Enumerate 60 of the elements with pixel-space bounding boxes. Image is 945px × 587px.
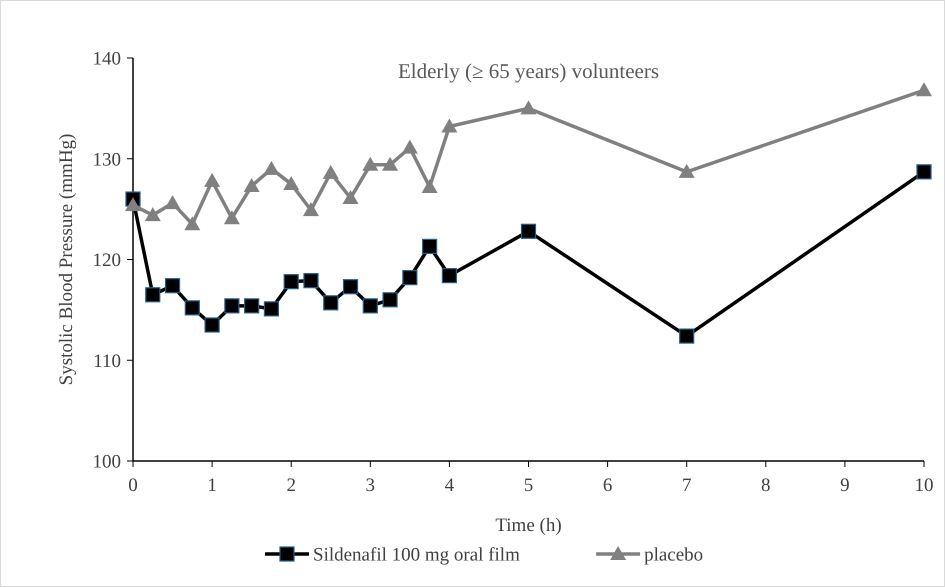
point [164, 195, 181, 210]
x-tick-label: 5 [524, 475, 534, 496]
x-tick-label: 6 [602, 475, 612, 496]
point [323, 295, 338, 310]
point [402, 270, 418, 286]
y-axis-title: Systolic Blood Pressure (mmHg) [56, 134, 77, 386]
point [263, 160, 280, 175]
point [244, 298, 260, 314]
y-tick-label: 140 [92, 48, 121, 70]
legend-label: Sildenafil 100 mg oral film [313, 544, 520, 566]
point [184, 300, 200, 316]
x-tick-label: 3 [366, 475, 376, 496]
point [382, 156, 398, 171]
point [916, 82, 932, 96]
x-tick-label: 9 [840, 475, 850, 496]
point [520, 224, 536, 239]
point [224, 298, 240, 314]
point [244, 178, 260, 192]
y-tick-label: 100 [92, 452, 121, 473]
point [264, 301, 280, 316]
y-tick-label: 120 [92, 250, 121, 272]
point [204, 172, 220, 187]
point [302, 202, 319, 216]
point [916, 164, 932, 180]
point [303, 273, 319, 288]
x-tick-label: 8 [761, 475, 771, 496]
point [679, 328, 694, 344]
y-tick-label: 130 [92, 149, 121, 170]
legend-label: placebo [644, 544, 704, 566]
y-tick-label: 110 [93, 350, 121, 372]
point [322, 164, 339, 179]
point [362, 156, 378, 171]
point [442, 268, 457, 284]
point [441, 118, 458, 133]
x-tick-label: 10 [914, 475, 934, 496]
x-tick-label: 7 [682, 475, 692, 496]
point [342, 279, 358, 294]
x-tick-label: 2 [286, 475, 296, 496]
point [284, 274, 299, 290]
point [204, 317, 220, 333]
point [144, 207, 161, 222]
point [145, 287, 160, 302]
chart-title: Elderly (≥ 65 years) volunteers [398, 59, 660, 83]
x-tick-label: 1 [207, 475, 217, 496]
x-tick-label: 4 [444, 475, 455, 496]
x-axis-title: Time (h) [495, 515, 562, 536]
point [382, 292, 398, 308]
x-tick-label: 0 [128, 475, 138, 496]
point [342, 190, 359, 204]
point [125, 197, 141, 212]
point [678, 164, 695, 178]
point [422, 178, 438, 193]
point [224, 210, 240, 224]
point [422, 238, 438, 254]
point [520, 100, 536, 114]
point [362, 298, 378, 314]
point [402, 140, 418, 154]
point [184, 216, 200, 230]
point [164, 278, 180, 294]
point [283, 176, 300, 190]
